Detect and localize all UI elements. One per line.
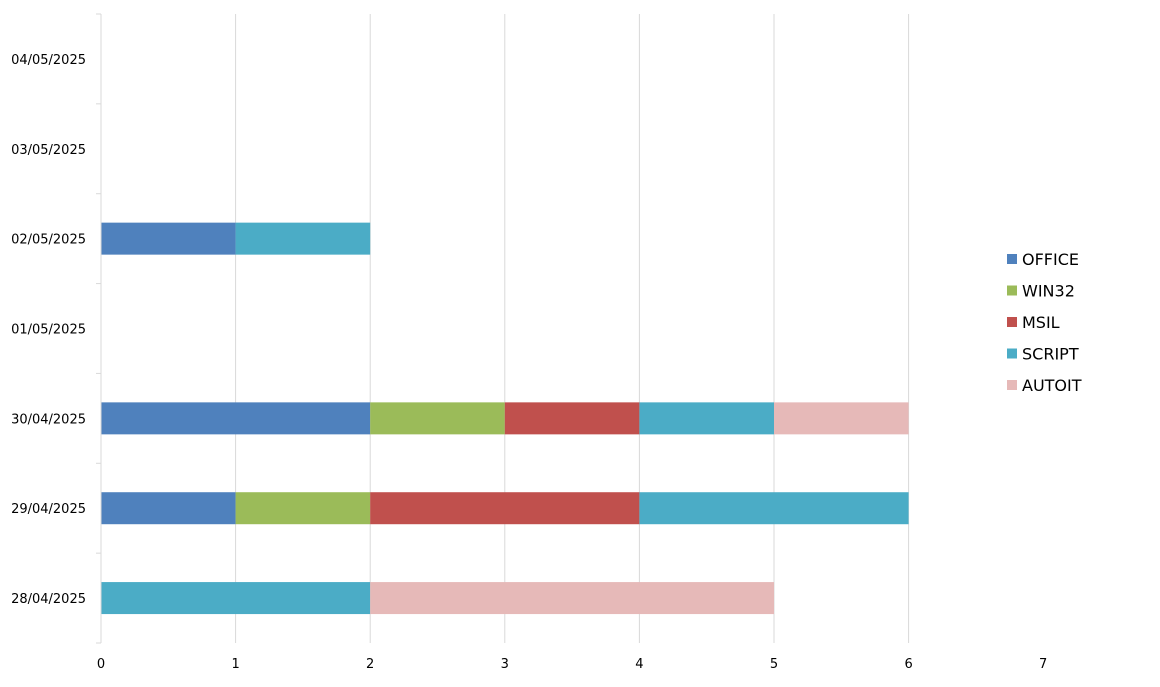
legend: OFFICE WIN32 MSIL SCRIPT AUTOIT xyxy=(1007,250,1082,395)
bar-office-02-05-2025 xyxy=(101,222,236,255)
x-tick-label: 7 xyxy=(1039,657,1047,672)
x-tick-label: 4 xyxy=(635,657,643,672)
bar-win32-29-04-2025 xyxy=(235,492,371,525)
bar-autoit-28-04-2025 xyxy=(370,582,774,615)
y-tick-label: 03/05/2025 xyxy=(11,143,86,158)
legend-label-script: SCRIPT xyxy=(1022,345,1079,364)
axes: 04/05/2025 03/05/2025 02/05/2025 01/05/2025… xyxy=(11,13,1047,672)
y-tick-label: 29/04/2025 xyxy=(11,502,86,517)
bar-win32-30-04-2025 xyxy=(370,402,505,435)
bar-autoit-30-04-2025 xyxy=(774,402,909,435)
legend-label-win32: WIN32 xyxy=(1022,282,1075,301)
x-tick-label: 3 xyxy=(501,657,509,672)
legend-swatch-win32 xyxy=(1007,285,1017,296)
y-tick-label: 28/04/2025 xyxy=(11,592,86,607)
legend-label-msil: MSIL xyxy=(1022,313,1060,332)
y-tick-label: 01/05/2025 xyxy=(11,323,86,338)
bars xyxy=(101,222,909,615)
legend-label-autoit: AUTOIT xyxy=(1022,376,1082,395)
legend-swatch-msil xyxy=(1007,317,1017,327)
legend-swatch-office xyxy=(1007,254,1017,264)
bar-script-29-04-2025 xyxy=(639,492,909,525)
y-tick-label: 30/04/2025 xyxy=(11,412,86,427)
bar-script-30-04-2025 xyxy=(639,402,774,435)
bar-msil-29-04-2025 xyxy=(370,492,640,525)
x-tick-label: 6 xyxy=(904,657,912,672)
y-tick-label: 02/05/2025 xyxy=(11,233,86,248)
bar-office-29-04-2025 xyxy=(101,492,236,525)
bar-office-30-04-2025 xyxy=(101,402,371,435)
x-tick-label: 1 xyxy=(231,657,239,672)
x-tick-label: 0 xyxy=(97,657,105,672)
gridlines xyxy=(235,14,910,643)
legend-swatch-script xyxy=(1007,348,1017,359)
x-tick-label: 5 xyxy=(770,657,778,672)
bar-script-02-05-2025 xyxy=(235,222,371,255)
bar-script-28-04-2025 xyxy=(101,582,371,615)
bar-msil-30-04-2025 xyxy=(504,402,640,435)
legend-label-office: OFFICE xyxy=(1022,250,1079,269)
x-tick-label: 2 xyxy=(366,657,374,672)
y-tick-label: 04/05/2025 xyxy=(11,53,86,68)
legend-swatch-autoit xyxy=(1007,380,1017,390)
